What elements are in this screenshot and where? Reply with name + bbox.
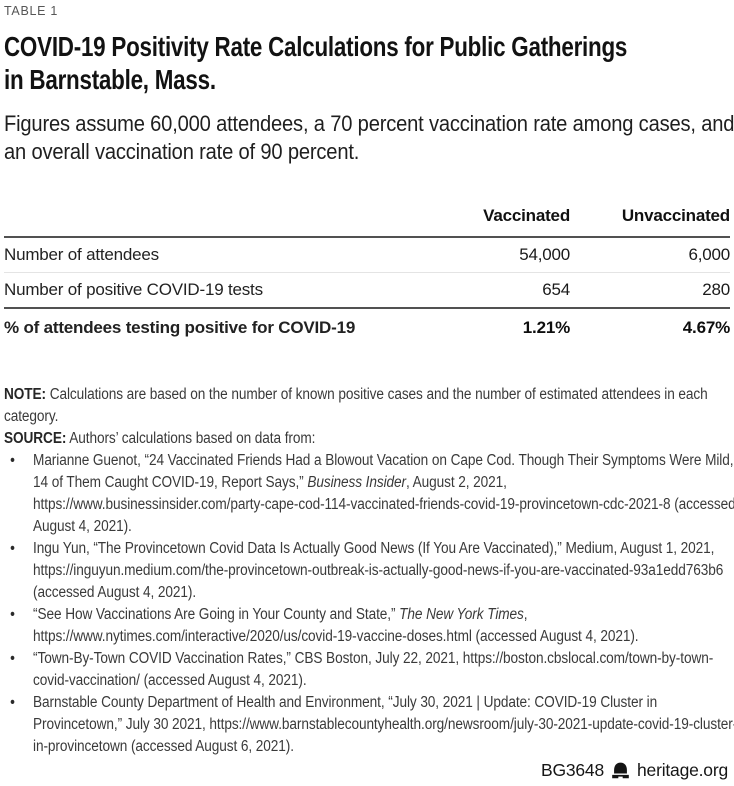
note-label: NOTE: (4, 386, 46, 403)
source-text-segment: Marianne Guenot, “24 Vaccinated Friends … (33, 452, 734, 491)
table-row-attendees: Number of attendees 54,000 6,000 (4, 238, 730, 273)
cell-vaccinated: 54,000 (519, 245, 570, 264)
data-table: Vaccinated Unvaccinated Number of attend… (4, 192, 730, 348)
source-intro: Authors’ calculations based on data from… (69, 430, 316, 447)
col-header-vaccinated: Vaccinated (483, 206, 570, 225)
cell-vaccinated: 654 (542, 280, 570, 299)
cell-unvaccinated: 4.67% (682, 318, 730, 337)
source-item-text: Marianne Guenot, “24 Vaccinated Friends … (33, 450, 734, 538)
source-label: SOURCE: (4, 430, 67, 447)
col-header-unvaccinated: Unvaccinated (621, 206, 730, 225)
source-publication-name: The New York Times (399, 606, 524, 623)
cell-vaccinated: 1.21% (522, 318, 570, 337)
source-item-text: “Town-By-Town COVID Vaccination Rates,” … (33, 648, 734, 692)
table-number-label: TABLE 1 (4, 4, 58, 18)
bullet-icon: • (10, 650, 15, 667)
source-text-segment: Ingu Yun, “The Provincetown Covid Data I… (33, 540, 724, 601)
note-text: Calculations are based on the number of … (4, 386, 708, 425)
source-item: • Barnstable County Department of Health … (4, 692, 734, 758)
notes-section: NOTE: Calculations are based on the numb… (4, 384, 734, 758)
source-line: SOURCE: Authors’ calculations based on d… (4, 428, 734, 450)
table-row-positivity-rate: % of attendees testing positive for COVI… (4, 309, 730, 348)
source-text-segment: Barnstable County Department of Health a… (33, 694, 734, 755)
title-line-2: in Barnstable, Mass. (4, 64, 216, 95)
source-list: • Marianne Guenot, “24 Vaccinated Friends… (4, 450, 734, 758)
table-subtitle: Figures assume 60,000 attendees, a 70 pe… (4, 111, 734, 164)
doc-id: BG3648 (540, 760, 604, 780)
row-label: % of attendees testing positive for COVI… (4, 318, 356, 337)
table-row-positive-tests: Number of positive COVID-19 tests 654 28… (4, 273, 730, 309)
source-item: • Marianne Guenot, “24 Vaccinated Friends… (4, 450, 734, 538)
source-item: • “See How Vaccinations Are Going in Your… (4, 604, 734, 648)
source-item: • “Town-By-Town COVID Vaccination Rates,”… (4, 648, 734, 692)
source-item: • Ingu Yun, “The Provincetown Covid Data … (4, 538, 734, 604)
source-item-text: Ingu Yun, “The Provincetown Covid Data I… (33, 538, 734, 604)
source-publication-name: Business Insider (307, 474, 406, 491)
source-text-segment: , August 2, 2021, https://www.businessin… (33, 474, 734, 535)
source-text-segment: , https://www.nytimes.com/interactive/20… (33, 606, 639, 645)
table-title: COVID-19 Positivity Rate Calculations fo… (4, 30, 730, 96)
source-item-text: “See How Vaccinations Are Going in Your … (33, 604, 734, 648)
source-text-segment: “See How Vaccinations Are Going in Your … (33, 606, 400, 623)
source-text-segment: “Town-By-Town COVID Vaccination Rates,” … (33, 650, 714, 689)
footer: BG3648 heritage.org (541, 760, 728, 781)
cell-unvaccinated: 6,000 (688, 245, 730, 264)
row-label: Number of positive COVID-19 tests (4, 280, 263, 299)
source-item-text: Barnstable County Department of Health a… (33, 692, 734, 758)
table-header-row: Vaccinated Unvaccinated (4, 192, 730, 238)
row-label: Number of attendees (4, 245, 159, 264)
bullet-icon: • (10, 540, 15, 557)
site-text: heritage.org (637, 760, 728, 780)
title-line-1: COVID-19 Positivity Rate Calculations fo… (4, 31, 628, 62)
note-line: NOTE: Calculations are based on the numb… (4, 384, 734, 428)
bullet-icon: • (10, 606, 15, 623)
heritage-bell-icon (612, 762, 629, 779)
bullet-icon: • (10, 694, 15, 711)
cell-unvaccinated: 280 (702, 280, 730, 299)
bullet-icon: • (10, 452, 15, 469)
